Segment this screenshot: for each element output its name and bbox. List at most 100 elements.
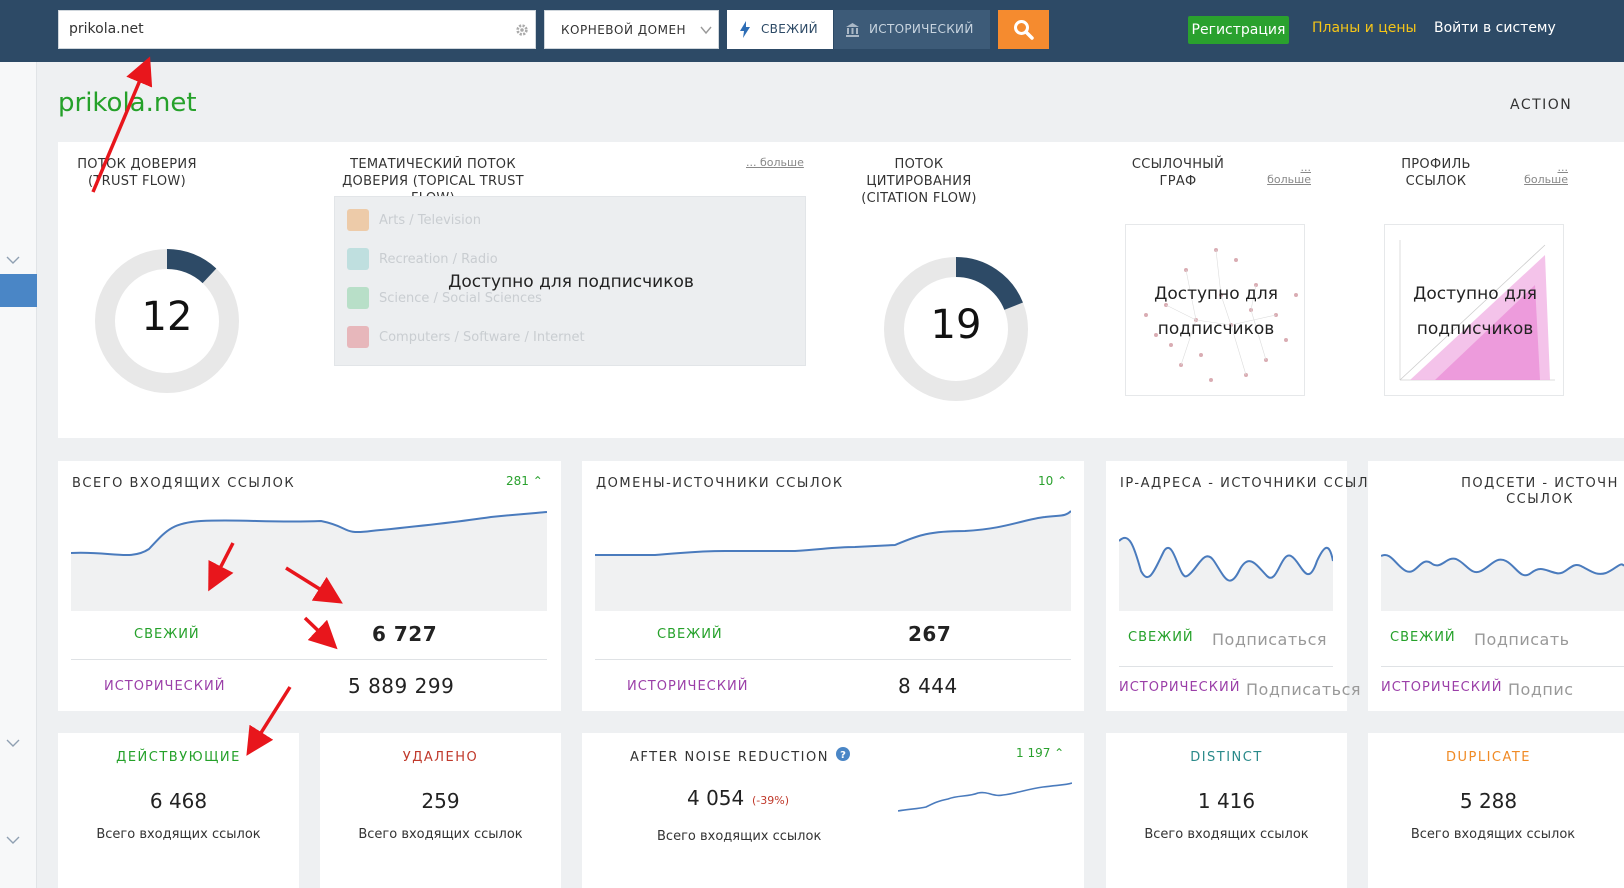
backlinks-card: ВСЕГО ВХОДЯЩИХ ССЫЛОК 281 ⌃ СВЕЖИЙ 6 727… [58,461,561,711]
divider [1381,666,1624,667]
actions-menu[interactable]: ACTION [1510,97,1573,113]
subscribe-link[interactable]: Подпис [1508,680,1574,699]
citation-flow-value: 19 [930,302,982,348]
ref-domains-historic-value: 8 444 [898,674,958,698]
divider [1119,666,1333,667]
link-profile-title: ПРОФИЛЬ ССЫЛОК [1401,157,1471,189]
stat-title: DUPLICATE [1445,750,1532,765]
citation-flow-title: ПОТОК ЦИТИРОВАНИЯ (CITATION FLOW) [861,157,977,206]
sidebar-active-item[interactable] [0,274,37,307]
historic-index-label: ИСТОРИЧЕСКИЙ [869,22,974,36]
subscribe-link[interactable]: Подписаться [1212,630,1328,649]
stat-caption: Всего входящих ссылок [96,827,261,842]
chevron-down-icon[interactable] [6,255,20,265]
ref-domains-title: ДОМЕНЫ-ИСТОЧНИКИ ССЫЛОК [596,476,844,491]
trust-flow-title: ПОТОК ДОВЕРИЯ (TRUST FLOW) [77,157,197,189]
historic-index-button[interactable]: ИСТОРИЧЕСКИЙ [834,10,990,49]
topic-swatch [347,326,369,348]
scope-select-value: КОРНЕВОЙ ДОМЕН [561,23,687,37]
topic-swatch [347,209,369,231]
stat-caption: Всего входящих ссылок [358,827,523,842]
historic-label: ИСТОРИЧЕСКИЙ [1381,680,1503,695]
chevron-down-icon[interactable] [6,835,20,845]
fresh-label: СВЕЖИЙ [134,627,200,642]
topic-swatch [347,287,369,309]
subscribe-link[interactable]: Подписать [1474,630,1570,649]
scope-select[interactable]: КОРНЕВОЙ ДОМЕН [544,10,719,49]
topical-more-link[interactable]: ... больше [746,156,804,169]
backlinks-historic-value: 5 889 299 [348,674,455,698]
ref-subnets-title: ПОДСЕТИ - ИСТОЧН ССЫЛОК [1461,476,1619,507]
link-profile-more-link[interactable]: ... больше [1524,161,1568,186]
help-icon[interactable]: ? [836,747,850,761]
stat-value: 4 054 [687,786,745,810]
trust-flow-value: 12 [141,294,193,340]
gear-icon[interactable] [515,23,529,37]
left-sidebar [0,62,37,888]
link-graph-image [1144,248,1298,382]
chevron-down-icon [700,26,712,35]
link-profile-image [1399,240,1555,381]
login-link[interactable]: Войти в систему [1434,20,1556,36]
topic-row: Science / Social Sciences [347,287,767,311]
backlinks-title: ВСЕГО ВХОДЯЩИХ ССЫЛОК [72,476,296,491]
topical-locked-box: Arts / Television Recreation / Radio Sci… [334,196,806,366]
divider [595,659,1071,660]
ref-ips-card: IP-АДРЕСА - ИСТОЧНИКИ ССЫЛОК СВЕЖИЙ Подп… [1106,461,1390,711]
topic-row: Recreation / Radio [347,248,767,272]
stat-caption: Всего входящих ссылок [1144,827,1309,842]
fresh-label: СВЕЖИЙ [657,627,723,642]
duplicate-links-stat: DUPLICATE 5 288 Всего входящих ссылок [1368,733,1624,888]
ref-domains-fresh-value: 267 [908,622,952,646]
fresh-index-button[interactable]: СВЕЖИЙ [727,10,833,49]
page-title: prikola.net [58,88,197,118]
bank-icon [846,23,859,37]
noise-sparkline [898,782,1072,812]
fresh-index-label: СВЕЖИЙ [761,22,818,36]
distinct-links-stat: DISTINCT 1 416 Всего входящих ссылок [1106,733,1347,888]
subscribers-only-text: Доступно для подписчиков [1154,284,1278,339]
stat-caption: Всего входящих ссылок [657,829,822,844]
link-graph-more-link[interactable]: ... больше [1267,161,1311,186]
live-links-stat: ДЕЙСТВУЮЩИЕ 6 468 Всего входящих ссылок [58,733,299,888]
ref-ips-title: IP-АДРЕСА - ИСТОЧНИКИ ССЫЛОК [1120,476,1392,491]
backlinks-sparkline [71,511,547,611]
historic-label: ИСТОРИЧЕСКИЙ [1119,680,1241,695]
backlinks-delta: 281 ⌃ [506,474,543,488]
ref-domains-delta: 10 ⌃ [1038,474,1068,488]
register-button[interactable]: Регистрация [1188,16,1289,44]
flow-metrics-panel: ПОТОК ДОВЕРИЯ (TRUST FLOW) 12 ТЕМАТИЧЕСК… [58,142,1624,438]
svg-text:?: ? [840,750,846,761]
topic-label: Recreation / Radio [379,252,498,267]
stat-title: УДАЛЕНО [402,750,479,765]
ref-domains-card: ДОМЕНЫ-ИСТОЧНИКИ ССЫЛОК 10 ⌃ СВЕЖИЙ 267 … [582,461,1084,711]
stat-caption: Всего входящих ссылок [1410,827,1576,842]
stat-value: 1 416 [1197,789,1256,813]
divider [71,659,547,660]
historic-label: ИСТОРИЧЕСКИЙ [104,679,226,694]
plans-link[interactable]: Планы и цены [1312,20,1417,36]
stat-value: 259 [421,789,460,813]
stat-title: ДЕЙСТВУЮЩИЕ [116,750,241,765]
subscribe-link[interactable]: Подписаться [1246,680,1362,699]
link-profile-preview: Доступно для подписчиков [1384,224,1564,396]
topic-row: Computers / Software / Internet [347,326,767,350]
stat-percent: (-39%) [752,794,790,807]
search-input[interactable]: prikola.net [58,10,536,49]
link-graph-preview: Доступно для подписчиков [1125,224,1305,396]
subscribers-only-text: Доступно для подписчиков [1413,284,1537,339]
stat-title: AFTER NOISE REDUCTION [630,750,829,765]
stat-value: 5 288 [1459,789,1518,813]
chevron-down-icon[interactable] [6,738,20,748]
citation-flow-donut: 19 [883,256,1029,402]
link-graph-title: ССЫЛОЧНЫЙ ГРАФ [1131,157,1225,189]
fresh-label: СВЕЖИЙ [1128,630,1194,645]
search-button[interactable] [998,10,1049,49]
noise-reduction-stat: AFTER NOISE REDUCTION ? 1 197 ⌃ 4 054 (-… [582,733,1084,888]
top-navbar: prikola.net КОРНЕВОЙ ДОМЕН СВЕЖИЙ ИСТОРИ… [0,0,1624,62]
topic-label: Arts / Television [379,213,481,228]
ref-subnets-card: ПОДСЕТИ - ИСТОЧН ССЫЛОК СВЕЖИЙ Подписать … [1368,461,1624,711]
topic-row: Arts / Television [347,209,767,233]
stat-value: 6 468 [149,789,208,813]
lightning-icon [740,21,750,38]
